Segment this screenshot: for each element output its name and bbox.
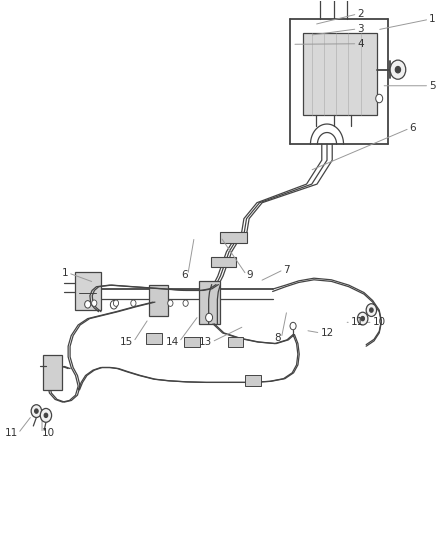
Bar [219, 232, 247, 243]
Circle shape [357, 312, 368, 325]
Text: 9: 9 [247, 270, 253, 280]
Text: 6: 6 [410, 123, 416, 133]
Circle shape [366, 304, 377, 317]
Circle shape [183, 300, 188, 306]
Text: 1: 1 [61, 268, 68, 278]
Circle shape [92, 300, 97, 306]
Circle shape [35, 409, 38, 413]
Circle shape [44, 413, 48, 417]
Bar [228, 337, 244, 348]
Circle shape [168, 300, 173, 306]
Circle shape [85, 301, 91, 308]
Bar [43, 356, 62, 390]
Circle shape [290, 322, 296, 330]
Text: 1: 1 [429, 14, 436, 25]
Text: 7: 7 [283, 265, 290, 274]
Bar [303, 33, 377, 115]
Bar [245, 375, 261, 386]
Bar [148, 285, 168, 317]
Bar [211, 257, 236, 267]
Bar [184, 337, 200, 348]
Text: 2: 2 [357, 9, 364, 19]
Circle shape [396, 67, 400, 73]
Circle shape [376, 94, 383, 103]
Bar [146, 333, 162, 344]
Text: 8: 8 [275, 333, 281, 343]
Circle shape [40, 408, 52, 422]
Bar [199, 281, 219, 324]
Text: 11: 11 [351, 317, 364, 327]
Text: 4: 4 [357, 39, 364, 49]
Circle shape [205, 313, 212, 322]
Circle shape [361, 317, 364, 321]
Text: 13: 13 [198, 337, 212, 347]
Circle shape [31, 405, 42, 417]
Text: 11: 11 [5, 429, 18, 439]
Circle shape [370, 308, 373, 312]
Circle shape [113, 300, 119, 306]
Text: 10: 10 [373, 317, 386, 327]
Bar [74, 272, 101, 310]
Text: 5: 5 [429, 81, 436, 91]
Text: 15: 15 [120, 337, 134, 347]
Circle shape [390, 60, 406, 79]
Text: 3: 3 [357, 24, 364, 34]
Text: 6: 6 [181, 270, 188, 280]
Circle shape [110, 301, 117, 309]
Text: 14: 14 [166, 337, 179, 347]
Text: 12: 12 [321, 328, 334, 338]
Text: 10: 10 [42, 429, 55, 439]
Circle shape [131, 300, 136, 306]
